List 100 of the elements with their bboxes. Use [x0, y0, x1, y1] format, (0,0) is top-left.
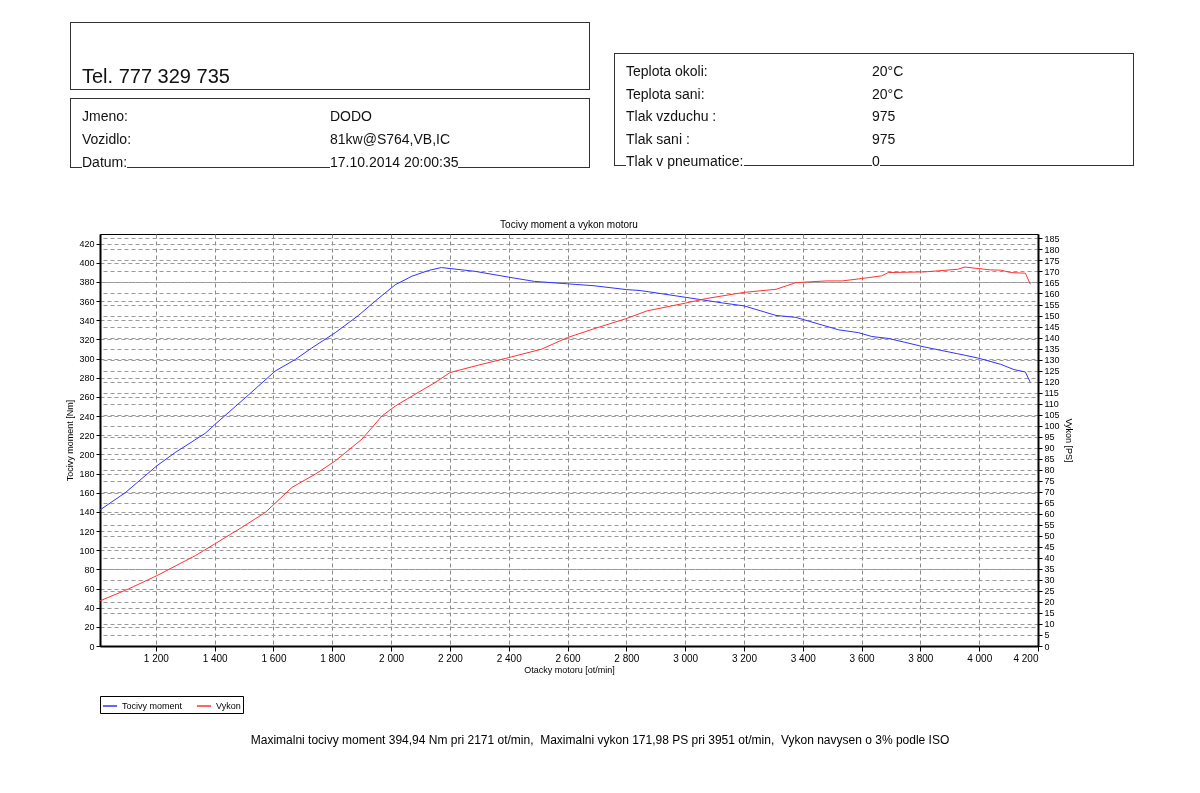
- y2-tick-label: 115: [1044, 388, 1059, 399]
- y2-tick-label: 85: [1044, 454, 1055, 465]
- y2-tick-label: 160: [1044, 288, 1060, 299]
- x-tick-label: 1 800: [320, 652, 346, 664]
- y2-tick-label: 125: [1044, 366, 1060, 377]
- y2-tick-label: 20: [1044, 597, 1055, 608]
- y-tick-label: 320: [79, 334, 95, 345]
- text: DODO: [330, 108, 372, 124]
- x-tick-label: 2 000: [379, 652, 405, 664]
- x-tick-label: 2 200: [437, 652, 464, 664]
- y-tick-label: 180: [79, 469, 95, 480]
- y2-tick-label: 70: [1044, 487, 1055, 498]
- y-tick-label: 260: [79, 392, 95, 403]
- text: 17.10.2014 20:00:35: [330, 154, 459, 170]
- y-tick-label: 120: [79, 526, 95, 537]
- y-tick-label: 20: [84, 622, 95, 633]
- text: Teplota okoli:: [626, 63, 708, 79]
- text: 975: [872, 130, 896, 147]
- text: Tlak vzduchu :: [626, 108, 717, 124]
- y2-tick-label: 170: [1044, 266, 1060, 277]
- y-tick-label: 220: [79, 430, 95, 441]
- text: 975: [872, 108, 896, 124]
- text: Teplota sani:: [626, 85, 705, 102]
- y-tick-label: 80: [84, 564, 95, 575]
- y2-tick-label: 0: [1044, 641, 1050, 652]
- x-tick-label: 3 000: [673, 652, 699, 664]
- y2-tick-label: 165: [1044, 277, 1060, 288]
- y2-tick-label: 135: [1044, 344, 1060, 355]
- y-tick-label: 420: [79, 239, 95, 250]
- x-tick-label: 1 400: [202, 652, 229, 664]
- x-tick-label: 2 400: [496, 652, 523, 664]
- text: 20°C: [872, 63, 904, 79]
- text: 0: [872, 153, 880, 169]
- chart-title: Tocivy moment a vykon motoru: [500, 219, 638, 230]
- y2-tick-label: 40: [1044, 553, 1055, 564]
- y-tick-label: 100: [79, 545, 95, 556]
- y2-tick-label: 35: [1044, 564, 1055, 575]
- y-axis-title: Tocivy moment [Nm]: [65, 399, 76, 482]
- y2-tick-label: 45: [1044, 542, 1055, 553]
- x-axis-title: Otacky motoru [ot/min]: [524, 664, 615, 675]
- y2-tick-label: 10: [1044, 619, 1055, 630]
- y-tick-label: 140: [79, 507, 95, 518]
- x-tick-label: 2 600: [555, 652, 581, 664]
- y2-tick-label: 5: [1044, 630, 1050, 641]
- x-tick-label: 3 800: [908, 652, 934, 664]
- y2-tick-label: 75: [1044, 476, 1055, 487]
- line-series: [100, 266, 1031, 602]
- y2-tick-label: 95: [1044, 432, 1055, 443]
- y2-tick-label: 140: [1044, 333, 1060, 344]
- y2-tick-label: 145: [1044, 322, 1060, 333]
- y-tick-label: 360: [79, 296, 95, 307]
- x-tick-label: 2 800: [614, 652, 640, 664]
- x-tick-label: 1 600: [261, 652, 287, 664]
- y2-tick-label: 55: [1044, 520, 1055, 531]
- y-tick-label: 60: [84, 584, 95, 595]
- y2-tick-label: 110: [1044, 399, 1059, 410]
- y2-tick-label: 90: [1044, 443, 1055, 454]
- y2-tick-label: 105: [1044, 410, 1060, 421]
- x-tick-label: 3 400: [790, 652, 817, 664]
- y2-tick-label: 15: [1044, 608, 1055, 619]
- text: Maximalni tocivy moment 394,94 Nm pri 2171 ot/min, Maximalni vykon 171,98 PS pri 3951 ot/min, Vykon navysen o 3% podle ISO: [249, 733, 951, 747]
- y-tick-label: 40: [84, 603, 95, 614]
- y-tick-label: 160: [79, 488, 95, 499]
- y-tick-label: 380: [79, 277, 95, 288]
- x-tick-label: 3 200: [731, 652, 758, 664]
- y2-tick-label: 120: [1044, 377, 1060, 388]
- y2-axis-title: Vykon [PS]: [1063, 418, 1074, 463]
- text: Tlak v pneumatice:: [626, 153, 744, 169]
- y-tick-label: 200: [79, 449, 95, 460]
- y2-tick-label: 185: [1044, 233, 1060, 244]
- y2-tick-label: 25: [1044, 586, 1055, 597]
- y2-tick-label: 60: [1044, 509, 1055, 520]
- text: Jmeno:: [82, 108, 128, 124]
- y2-tick-label: 65: [1044, 498, 1055, 509]
- y-tick-label: 400: [79, 258, 95, 269]
- y-tick-label: 300: [79, 354, 95, 365]
- line-series: [100, 267, 1031, 511]
- y2-tick-label: 30: [1044, 575, 1055, 586]
- legend-label: Tocivy moment: [122, 701, 183, 711]
- y2-tick-label: 100: [1044, 421, 1060, 432]
- y-tick-label: 280: [79, 373, 95, 384]
- y2-tick-label: 150: [1044, 311, 1060, 322]
- text: 81kw@S764,VB,IC: [330, 131, 451, 147]
- y-tick-label: 240: [79, 411, 95, 422]
- text: Tlak sani :: [626, 130, 690, 147]
- y2-tick-label: 130: [1044, 355, 1060, 366]
- x-tick-label: 4 200: [1013, 652, 1039, 664]
- y2-tick-label: 50: [1044, 531, 1055, 542]
- y2-tick-label: 175: [1044, 255, 1060, 266]
- x-tick-label: 1 200: [143, 652, 170, 664]
- text: Tel. 777 329 735: [82, 65, 230, 88]
- y-tick-label: 340: [79, 315, 95, 326]
- text: Vozidlo:: [82, 131, 132, 147]
- y2-tick-label: 155: [1044, 300, 1060, 310]
- text: 20°C: [872, 85, 904, 102]
- x-tick-label: 3 600: [849, 652, 876, 664]
- legend-label: Vykon: [216, 701, 241, 711]
- x-tick-label: 4 000: [967, 652, 993, 664]
- y2-tick-label: 80: [1044, 465, 1055, 476]
- text: Datum:: [82, 154, 128, 170]
